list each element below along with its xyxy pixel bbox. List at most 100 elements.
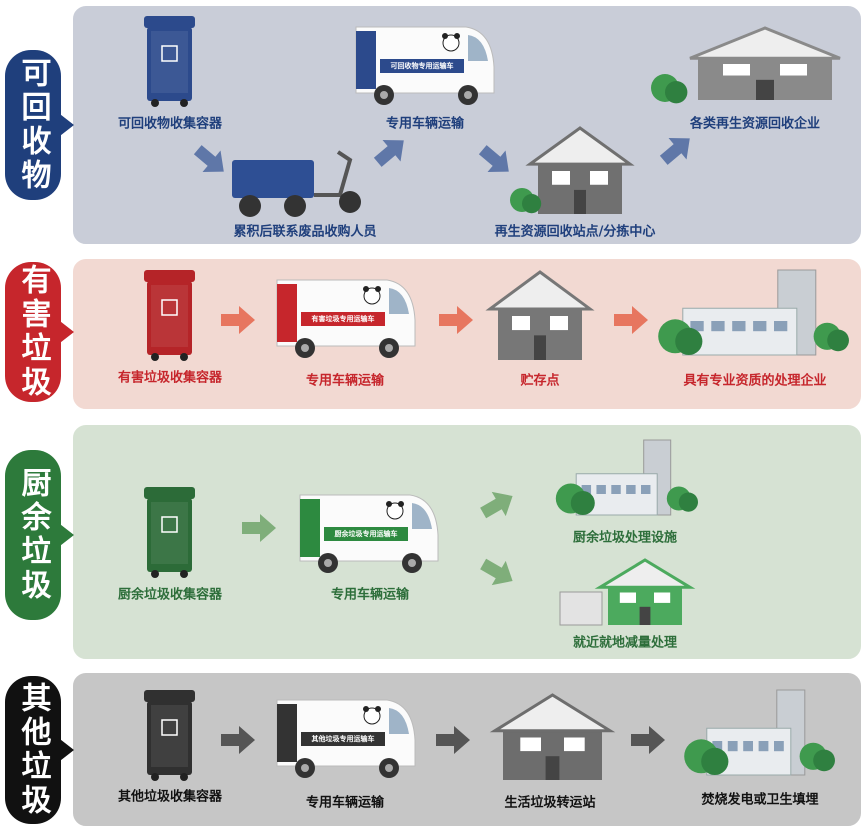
tricycle-wheel bbox=[239, 195, 261, 217]
house-window bbox=[520, 738, 541, 752]
step-label: 具有专业资质的处理企业 bbox=[683, 373, 826, 389]
step-label: 专用车辆运输 bbox=[386, 116, 465, 132]
house-door bbox=[534, 335, 546, 360]
house-door bbox=[574, 190, 586, 214]
step-label: 累积后联系废品收购人员 bbox=[233, 224, 376, 240]
truck-hub bbox=[301, 344, 309, 352]
section: 其他垃圾其他垃圾收集容器 专用车辆运输 生活垃圾转运站 焚烧发电或卫生填埋 其他垃圾专用… bbox=[5, 672, 862, 827]
factory-window bbox=[774, 321, 787, 331]
tree bbox=[813, 750, 835, 772]
truck-stripe bbox=[356, 31, 376, 89]
panda-ear bbox=[442, 33, 448, 39]
bin-shade bbox=[151, 502, 188, 564]
truck-sign-text: 厨余垃圾专用运输车 bbox=[335, 529, 398, 538]
bin bbox=[144, 16, 195, 107]
truck-sign-text: 有害垃圾专用运输车 bbox=[312, 314, 375, 323]
bin-lid bbox=[144, 270, 195, 282]
house-window bbox=[654, 593, 670, 603]
step-label: 各类再生资源回收企业 bbox=[689, 116, 820, 132]
bin-wheel bbox=[151, 353, 159, 361]
house-window bbox=[552, 171, 570, 185]
bin-wheel bbox=[180, 773, 188, 781]
truck-stripe bbox=[277, 284, 297, 342]
step-label: 贮存点 bbox=[519, 373, 559, 389]
bin-lid bbox=[144, 690, 195, 702]
step-label: 就近就地减量处理 bbox=[573, 635, 677, 651]
step-label: 专用车辆运输 bbox=[306, 795, 385, 811]
tree bbox=[827, 330, 849, 352]
step-label: 其他垃圾收集容器 bbox=[118, 789, 223, 805]
waste-flow-diagram: 可回收物可回收物收集容器累积后联系废品收购人员专用车辆运输再生资源回收站点/分拣… bbox=[0, 0, 866, 827]
section-title: 其他垃圾 bbox=[16, 682, 53, 818]
panda-ear bbox=[375, 706, 381, 712]
truck-hub bbox=[324, 559, 332, 567]
step-label: 生活垃圾转运站 bbox=[504, 795, 595, 811]
truck-stripe bbox=[277, 704, 297, 762]
factory-window bbox=[626, 485, 635, 494]
bin-wheel bbox=[151, 773, 159, 781]
truck-hub bbox=[380, 91, 388, 99]
factory-window bbox=[728, 741, 738, 751]
bin-wheel bbox=[180, 570, 188, 578]
factory-window bbox=[743, 741, 753, 751]
tricycle-wheel bbox=[339, 191, 361, 213]
truck-sign-text: 可回收物专用运输车 bbox=[391, 61, 454, 70]
tree bbox=[675, 328, 702, 355]
step-label: 焚烧发电或卫生填埋 bbox=[700, 792, 818, 808]
factory-window bbox=[641, 485, 650, 494]
tree bbox=[571, 491, 595, 515]
bin-lid bbox=[144, 487, 195, 499]
factory-window bbox=[732, 321, 745, 331]
step-label: 专用车辆运输 bbox=[331, 587, 410, 603]
house-window bbox=[590, 171, 608, 185]
section: 厨余垃圾厨余垃圾收集容器专用车辆运输厨余垃圾处理设施就近就地减量处理厨余垃圾专用… bbox=[5, 424, 862, 660]
bin-wheel bbox=[151, 99, 159, 107]
panda-ear bbox=[363, 286, 369, 292]
bin-wheel bbox=[180, 99, 188, 107]
step-label: 厨余垃圾处理设施 bbox=[573, 530, 677, 546]
house-window bbox=[723, 64, 750, 76]
panda-ear bbox=[375, 286, 381, 292]
tricycle-wheel bbox=[284, 195, 306, 217]
step-label: 专用车辆运输 bbox=[306, 373, 385, 389]
panda-ear bbox=[386, 501, 392, 507]
factory-window bbox=[753, 321, 766, 331]
section-title: 可回收物 bbox=[16, 57, 52, 193]
house-door bbox=[546, 756, 560, 780]
section: 有害垃圾有害垃圾收集容器专用车辆运输贮存点具有专业资质的处理企业有害垃圾专用运输… bbox=[5, 258, 862, 410]
section-title: 厨余垃圾 bbox=[16, 467, 53, 603]
panda-ear bbox=[398, 501, 404, 507]
house-window bbox=[512, 316, 530, 330]
step-label: 可回收物收集容器 bbox=[118, 116, 223, 132]
factory-window bbox=[774, 741, 784, 751]
tree bbox=[679, 493, 698, 512]
house-window bbox=[550, 316, 568, 330]
truck-sign-text: 其他垃圾专用运输车 bbox=[312, 734, 375, 743]
bin-shade bbox=[151, 285, 188, 347]
truck-hub bbox=[301, 764, 309, 772]
bin-shade bbox=[151, 31, 188, 93]
bin-lid bbox=[144, 16, 195, 28]
bin-wheel bbox=[151, 570, 159, 578]
factory-window bbox=[611, 485, 620, 494]
tree bbox=[522, 194, 541, 213]
bin bbox=[144, 690, 195, 781]
truck-hub bbox=[408, 559, 416, 567]
truck: 厨余垃圾专用运输车 bbox=[300, 495, 438, 573]
house-door bbox=[756, 80, 774, 100]
house-window bbox=[780, 64, 807, 76]
bin bbox=[144, 487, 195, 578]
step-label: 再生资源回收站点/分拣中心 bbox=[495, 224, 656, 240]
panda-ear bbox=[363, 706, 369, 712]
tricycle-box bbox=[232, 160, 314, 198]
tree bbox=[701, 748, 728, 775]
section-title: 有害垃圾 bbox=[16, 264, 52, 400]
truck-stripe bbox=[300, 499, 320, 557]
house-door bbox=[640, 607, 651, 625]
truck: 其他垃圾专用运输车 bbox=[277, 700, 415, 778]
truck: 有害垃圾专用运输车 bbox=[277, 280, 415, 358]
truck-hub bbox=[385, 764, 393, 772]
truck: 可回收物专用运输车 bbox=[356, 27, 494, 105]
house-window bbox=[620, 593, 636, 603]
